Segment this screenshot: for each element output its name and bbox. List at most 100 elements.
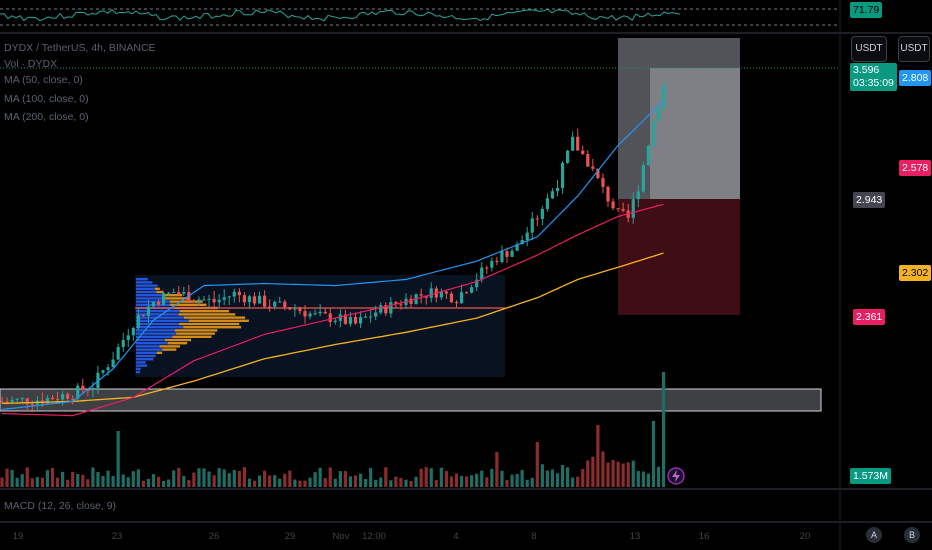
candle-body: [384, 305, 388, 314]
time-tick-label: 12:00: [362, 531, 386, 542]
vp-up-bar: [136, 300, 170, 303]
candle-body: [273, 301, 277, 307]
volume-bar: [96, 472, 100, 487]
volume-bar: [237, 470, 241, 487]
ma100-legend[interactable]: MA (100, close, 0): [4, 93, 89, 105]
candle-body: [616, 208, 620, 210]
price-badge: 3.596 03:35:09: [850, 63, 897, 91]
candle-body: [348, 317, 353, 324]
time-tick-label: 20: [800, 531, 811, 542]
candle-body: [641, 165, 645, 192]
volume-bar: [611, 460, 615, 487]
volume-bar: [581, 468, 585, 487]
volume-bar: [606, 462, 610, 487]
volume-bar: [379, 477, 383, 487]
candle-body: [131, 327, 135, 336]
volume-bar: [505, 480, 509, 487]
macd-legend[interactable]: MACD (12, 26, close, 9): [4, 500, 117, 512]
volume-bar: [661, 372, 666, 487]
candle-body: [631, 199, 635, 218]
volume-bar: [30, 478, 34, 487]
volume-bar: [76, 474, 80, 487]
volume-bar: [485, 477, 489, 487]
volume-bar: [288, 470, 292, 487]
vp-up-bar: [136, 284, 158, 287]
vp-up-bar: [136, 367, 141, 370]
volume-bar: [636, 470, 640, 487]
volume-bar: [162, 480, 166, 487]
candle-body: [555, 187, 560, 192]
volume-bar: [651, 421, 656, 487]
ma200-legend[interactable]: MA (200, close, 0): [4, 111, 89, 123]
volume-bar: [480, 470, 484, 487]
candle-body: [25, 398, 29, 405]
support-zone[interactable]: [0, 388, 822, 412]
ma50-line: [1, 100, 664, 411]
volume-legend[interactable]: Vol · DYDX: [4, 58, 58, 70]
candle-body: [162, 293, 166, 305]
candle-body: [5, 401, 9, 403]
candle-body: [560, 162, 565, 188]
volume-bar: [182, 475, 186, 487]
ma50-legend[interactable]: MA (50, close, 0): [4, 74, 83, 86]
candle-body: [535, 218, 539, 220]
candle-body: [485, 267, 489, 269]
candle-body: [242, 295, 246, 303]
volume-bar: [429, 468, 433, 487]
volume-bar: [313, 472, 317, 487]
candle-body: [55, 399, 60, 401]
volume-bar: [515, 474, 519, 487]
volume-bar: [424, 467, 428, 487]
candle-body: [136, 315, 140, 328]
volume-bar: [146, 478, 151, 487]
target-zone[interactable]: [618, 38, 740, 199]
log-scale-button[interactable]: B: [904, 527, 920, 543]
vp-down-bar: [176, 332, 215, 335]
volume-bar: [364, 479, 368, 487]
volume-bar: [535, 442, 539, 487]
volume-bar: [500, 470, 504, 487]
candle-body: [500, 251, 504, 262]
volume-bar: [242, 467, 246, 487]
volume-bar: [520, 469, 524, 487]
vp-up-bar: [136, 342, 168, 345]
volume-bar: [131, 471, 135, 487]
vp-up-bar: [136, 351, 157, 354]
candle-body: [571, 136, 575, 151]
volume-bar: [61, 471, 65, 487]
candle-body: [217, 299, 221, 303]
vp-up-bar: [136, 322, 179, 326]
currency-button-secondary[interactable]: USDT: [898, 36, 930, 62]
candle-body: [182, 292, 186, 294]
vp-down-bar: [179, 310, 230, 313]
candle-body: [586, 154, 590, 167]
volume-bar: [566, 467, 570, 487]
candle-body: [596, 168, 600, 179]
volume-bar: [439, 467, 443, 487]
stop-zone[interactable]: [618, 199, 740, 315]
candle-body: [480, 267, 484, 280]
volume-bar: [222, 469, 226, 487]
volume-bar: [55, 477, 60, 487]
volume-bar: [227, 473, 231, 487]
vp-down-bar: [163, 294, 183, 297]
currency-button[interactable]: USDT: [851, 36, 887, 62]
volume-bar: [576, 476, 580, 487]
symbol-legend[interactable]: DYDX / TetherUS, 4h, BINANCE: [4, 42, 156, 54]
ma200-price-badge: 2.302: [899, 265, 932, 281]
candle-body: [606, 186, 610, 202]
volume-bar: [35, 477, 39, 487]
time-tick-label: Nov: [333, 531, 350, 542]
auto-scale-button[interactable]: A: [866, 527, 882, 543]
vp-up-bar: [136, 332, 177, 335]
volume-bar: [257, 475, 262, 487]
candle-body: [505, 251, 509, 257]
volume-bar: [510, 474, 514, 487]
volume-bar: [399, 477, 403, 487]
volume-bar: [374, 479, 378, 487]
candle-body: [601, 178, 605, 187]
lightning-icon[interactable]: [667, 467, 685, 485]
volume-bar: [156, 476, 161, 487]
candle-body: [470, 287, 474, 293]
